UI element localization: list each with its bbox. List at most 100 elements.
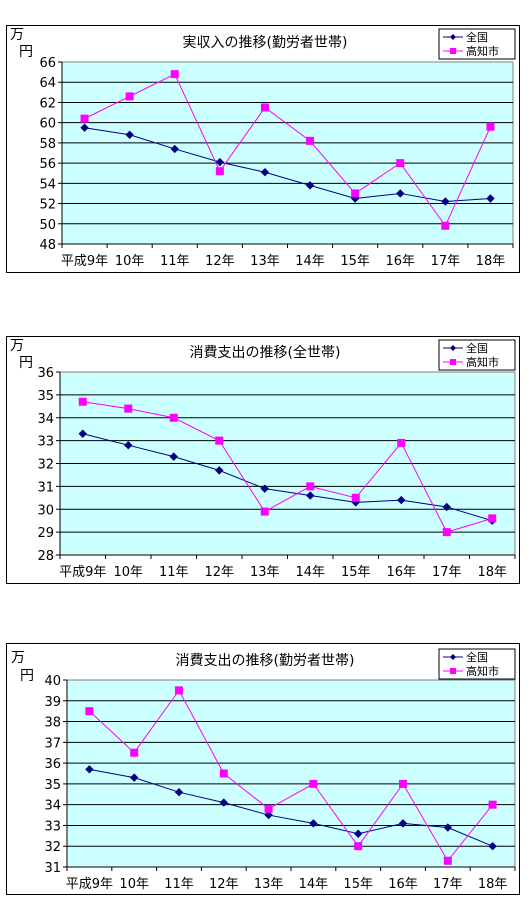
data-point-national [80, 123, 89, 132]
plot-area [61, 61, 514, 245]
x-tick-label: 11年 [164, 877, 194, 892]
y-tick-label: 52 [39, 198, 56, 213]
data-point-national [78, 429, 87, 438]
y-tick-label: 40 [44, 674, 61, 689]
y-tick-label: 32 [37, 458, 54, 473]
data-point-kochi [486, 122, 495, 131]
data-point-kochi [309, 779, 318, 788]
x-tick-label: 12年 [204, 565, 234, 580]
legend-marker-square [450, 359, 456, 365]
data-point-national [397, 495, 406, 505]
x-tick-label: 11年 [159, 565, 189, 580]
chart-income-workers: 48 50 52 54 56 58 60 62 64 66 平成9年 10年 11年 12年 13年 14年 1… [10, 27, 516, 269]
series-line-kochi [82, 401, 493, 533]
y-unit-label: 万 [10, 338, 24, 354]
legend-marker-square [450, 668, 456, 674]
data-point-national [85, 765, 94, 774]
y-tick-label: 30 [37, 503, 54, 518]
data-point-kochi [215, 167, 224, 176]
data-point-national [398, 819, 408, 828]
y-tick-label: 32 [44, 840, 61, 855]
data-point-national [260, 168, 270, 177]
x-tick-label: 13年 [250, 565, 280, 580]
data-point-kochi [80, 114, 89, 123]
data-point-kochi [78, 397, 87, 406]
data-point-kochi [175, 686, 183, 695]
data-point-national [215, 466, 224, 475]
data-point-national [129, 773, 139, 782]
data-point-kochi [442, 528, 451, 537]
x-tick-label: 平成9年 [61, 254, 108, 269]
data-point-kochi [443, 856, 452, 865]
y-unit-label: 万 [10, 27, 24, 43]
x-tick-label: 14年 [299, 877, 329, 892]
x-tick-label: 18年 [477, 565, 507, 580]
y-tick-label: 35 [44, 778, 61, 793]
legend-label: 高知市 [466, 664, 499, 678]
x-tick-label: 10年 [119, 877, 149, 892]
data-point-national [442, 502, 451, 512]
data-point-kochi [130, 748, 139, 757]
series-line-national [82, 433, 493, 522]
y-tick-label: 54 [39, 177, 56, 192]
y-tick-label: 36 [44, 757, 61, 772]
x-tick-label: 13年 [254, 877, 284, 892]
data-point-kochi [354, 842, 363, 851]
data-point-kochi [85, 707, 94, 716]
x-tick-label: 平成9年 [66, 877, 113, 892]
x-tick-label: 16年 [386, 565, 416, 580]
y-tick-label: 34 [44, 799, 61, 814]
chart-title: 消費支出の推移(全世帯) [190, 344, 341, 361]
data-point-national [486, 194, 495, 203]
y-tick-label: 58 [39, 137, 56, 152]
chart-spending-workers: 31 32 33 34 35 36 37 38 39 40 平成9年 10年 11年 12年 13年 14年 1… [11, 648, 516, 892]
x-tick-label: 17年 [432, 565, 462, 580]
data-point-kochi [260, 507, 269, 516]
y-unit-label: 円 [19, 355, 33, 371]
y-unit-label: 万 [11, 650, 25, 666]
x-tick-label: 12年 [209, 877, 239, 892]
data-point-kochi [170, 70, 179, 79]
data-point-national [443, 823, 453, 832]
data-point-kochi [306, 482, 315, 491]
data-point-kochi [169, 413, 178, 422]
x-tick-label: 16年 [385, 254, 415, 269]
data-point-national [125, 130, 134, 140]
legend-marker-diamond [450, 34, 456, 40]
x-tick-label: 14年 [295, 565, 325, 580]
chart-title: 実収入の推移(勤労者世帯) [183, 35, 348, 51]
series-line-kochi [89, 689, 493, 862]
x-tick-label: 17年 [433, 877, 463, 892]
data-point-national [260, 484, 269, 493]
data-point-national [219, 798, 229, 807]
series-line-kochi [84, 73, 491, 227]
y-tick-label: 60 [39, 117, 56, 132]
data-point-kochi [124, 404, 133, 413]
data-point-kochi [306, 136, 315, 145]
x-tick-label: 平成9年 [59, 565, 106, 580]
x-tick-label: 13年 [250, 254, 280, 269]
x-tick-label: 12年 [205, 254, 235, 269]
data-point-national [309, 819, 318, 828]
x-tick-label: 15年 [341, 565, 371, 580]
y-tick-label: 56 [39, 157, 56, 172]
x-tick-label: 16年 [388, 877, 418, 892]
legend-marker-diamond [450, 345, 456, 351]
data-point-national [215, 157, 225, 167]
y-tick-label: 38 [44, 716, 61, 731]
x-tick-label: 15年 [340, 254, 370, 269]
data-point-kochi [488, 514, 497, 523]
x-tick-label: 14年 [295, 254, 325, 269]
y-tick-label: 48 [39, 238, 56, 253]
x-tick-label: 17年 [431, 254, 461, 269]
x-tick-label: 10年 [113, 565, 143, 580]
chart-panel-1: 48 50 52 54 56 58 60 62 64 66 平成9年 10年 11年 12年 13年 14年 1… [6, 25, 520, 273]
x-tick-label: 10年 [115, 254, 145, 269]
chart-title: 消費支出の推移(勤労者世帯) [176, 653, 355, 669]
y-tick-label: 39 [44, 695, 61, 710]
y-tick-label: 31 [44, 861, 61, 876]
legend-marker-square [450, 48, 456, 54]
data-point-kochi [396, 159, 405, 168]
legend-marker-diamond [450, 654, 456, 660]
y-tick-label: 29 [37, 526, 54, 541]
